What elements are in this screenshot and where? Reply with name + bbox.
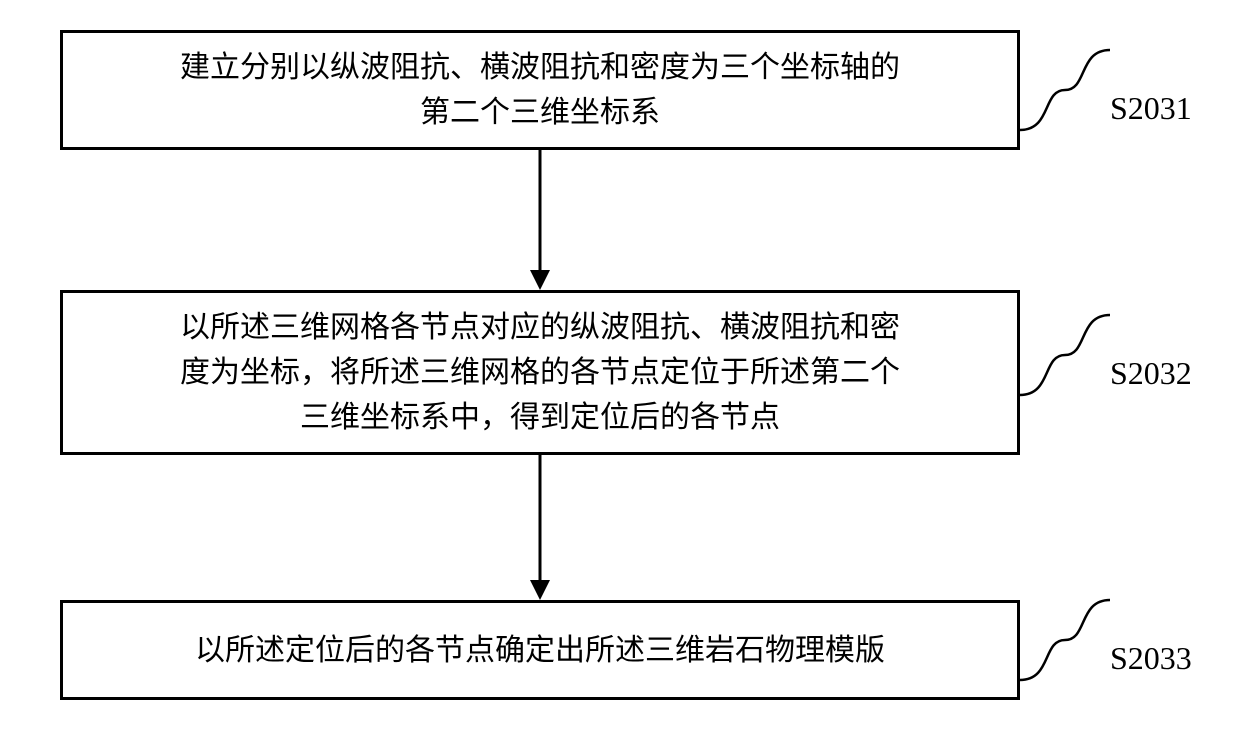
step-label-n3: S2033 <box>1110 640 1192 677</box>
flow-arrow <box>525 455 555 600</box>
flowchart-canvas: 建立分别以纵波阻抗、横波阻抗和密度为三个坐标轴的 第二个三维坐标系 S2031 以所… <box>0 0 1240 755</box>
label-connector <box>1020 600 1110 680</box>
flow-node-text: 以所述定位后的各节点确定出所述三维岩石物理模版 <box>195 628 885 673</box>
step-label-n2: S2032 <box>1110 355 1192 392</box>
flow-node-n3: 以所述定位后的各节点确定出所述三维岩石物理模版 <box>60 600 1020 700</box>
label-connector <box>1020 315 1110 395</box>
flow-node-n1: 建立分别以纵波阻抗、横波阻抗和密度为三个坐标轴的 第二个三维坐标系 <box>60 30 1020 150</box>
step-label-n1: S2031 <box>1110 90 1192 127</box>
flow-arrow <box>525 150 555 290</box>
flow-node-text: 建立分别以纵波阻抗、横波阻抗和密度为三个坐标轴的 第二个三维坐标系 <box>180 45 900 135</box>
label-connector <box>1020 50 1110 130</box>
flow-node-text: 以所述三维网格各节点对应的纵波阻抗、横波阻抗和密 度为坐标，将所述三维网格的各节… <box>180 305 900 440</box>
flow-node-n2: 以所述三维网格各节点对应的纵波阻抗、横波阻抗和密 度为坐标，将所述三维网格的各节… <box>60 290 1020 455</box>
